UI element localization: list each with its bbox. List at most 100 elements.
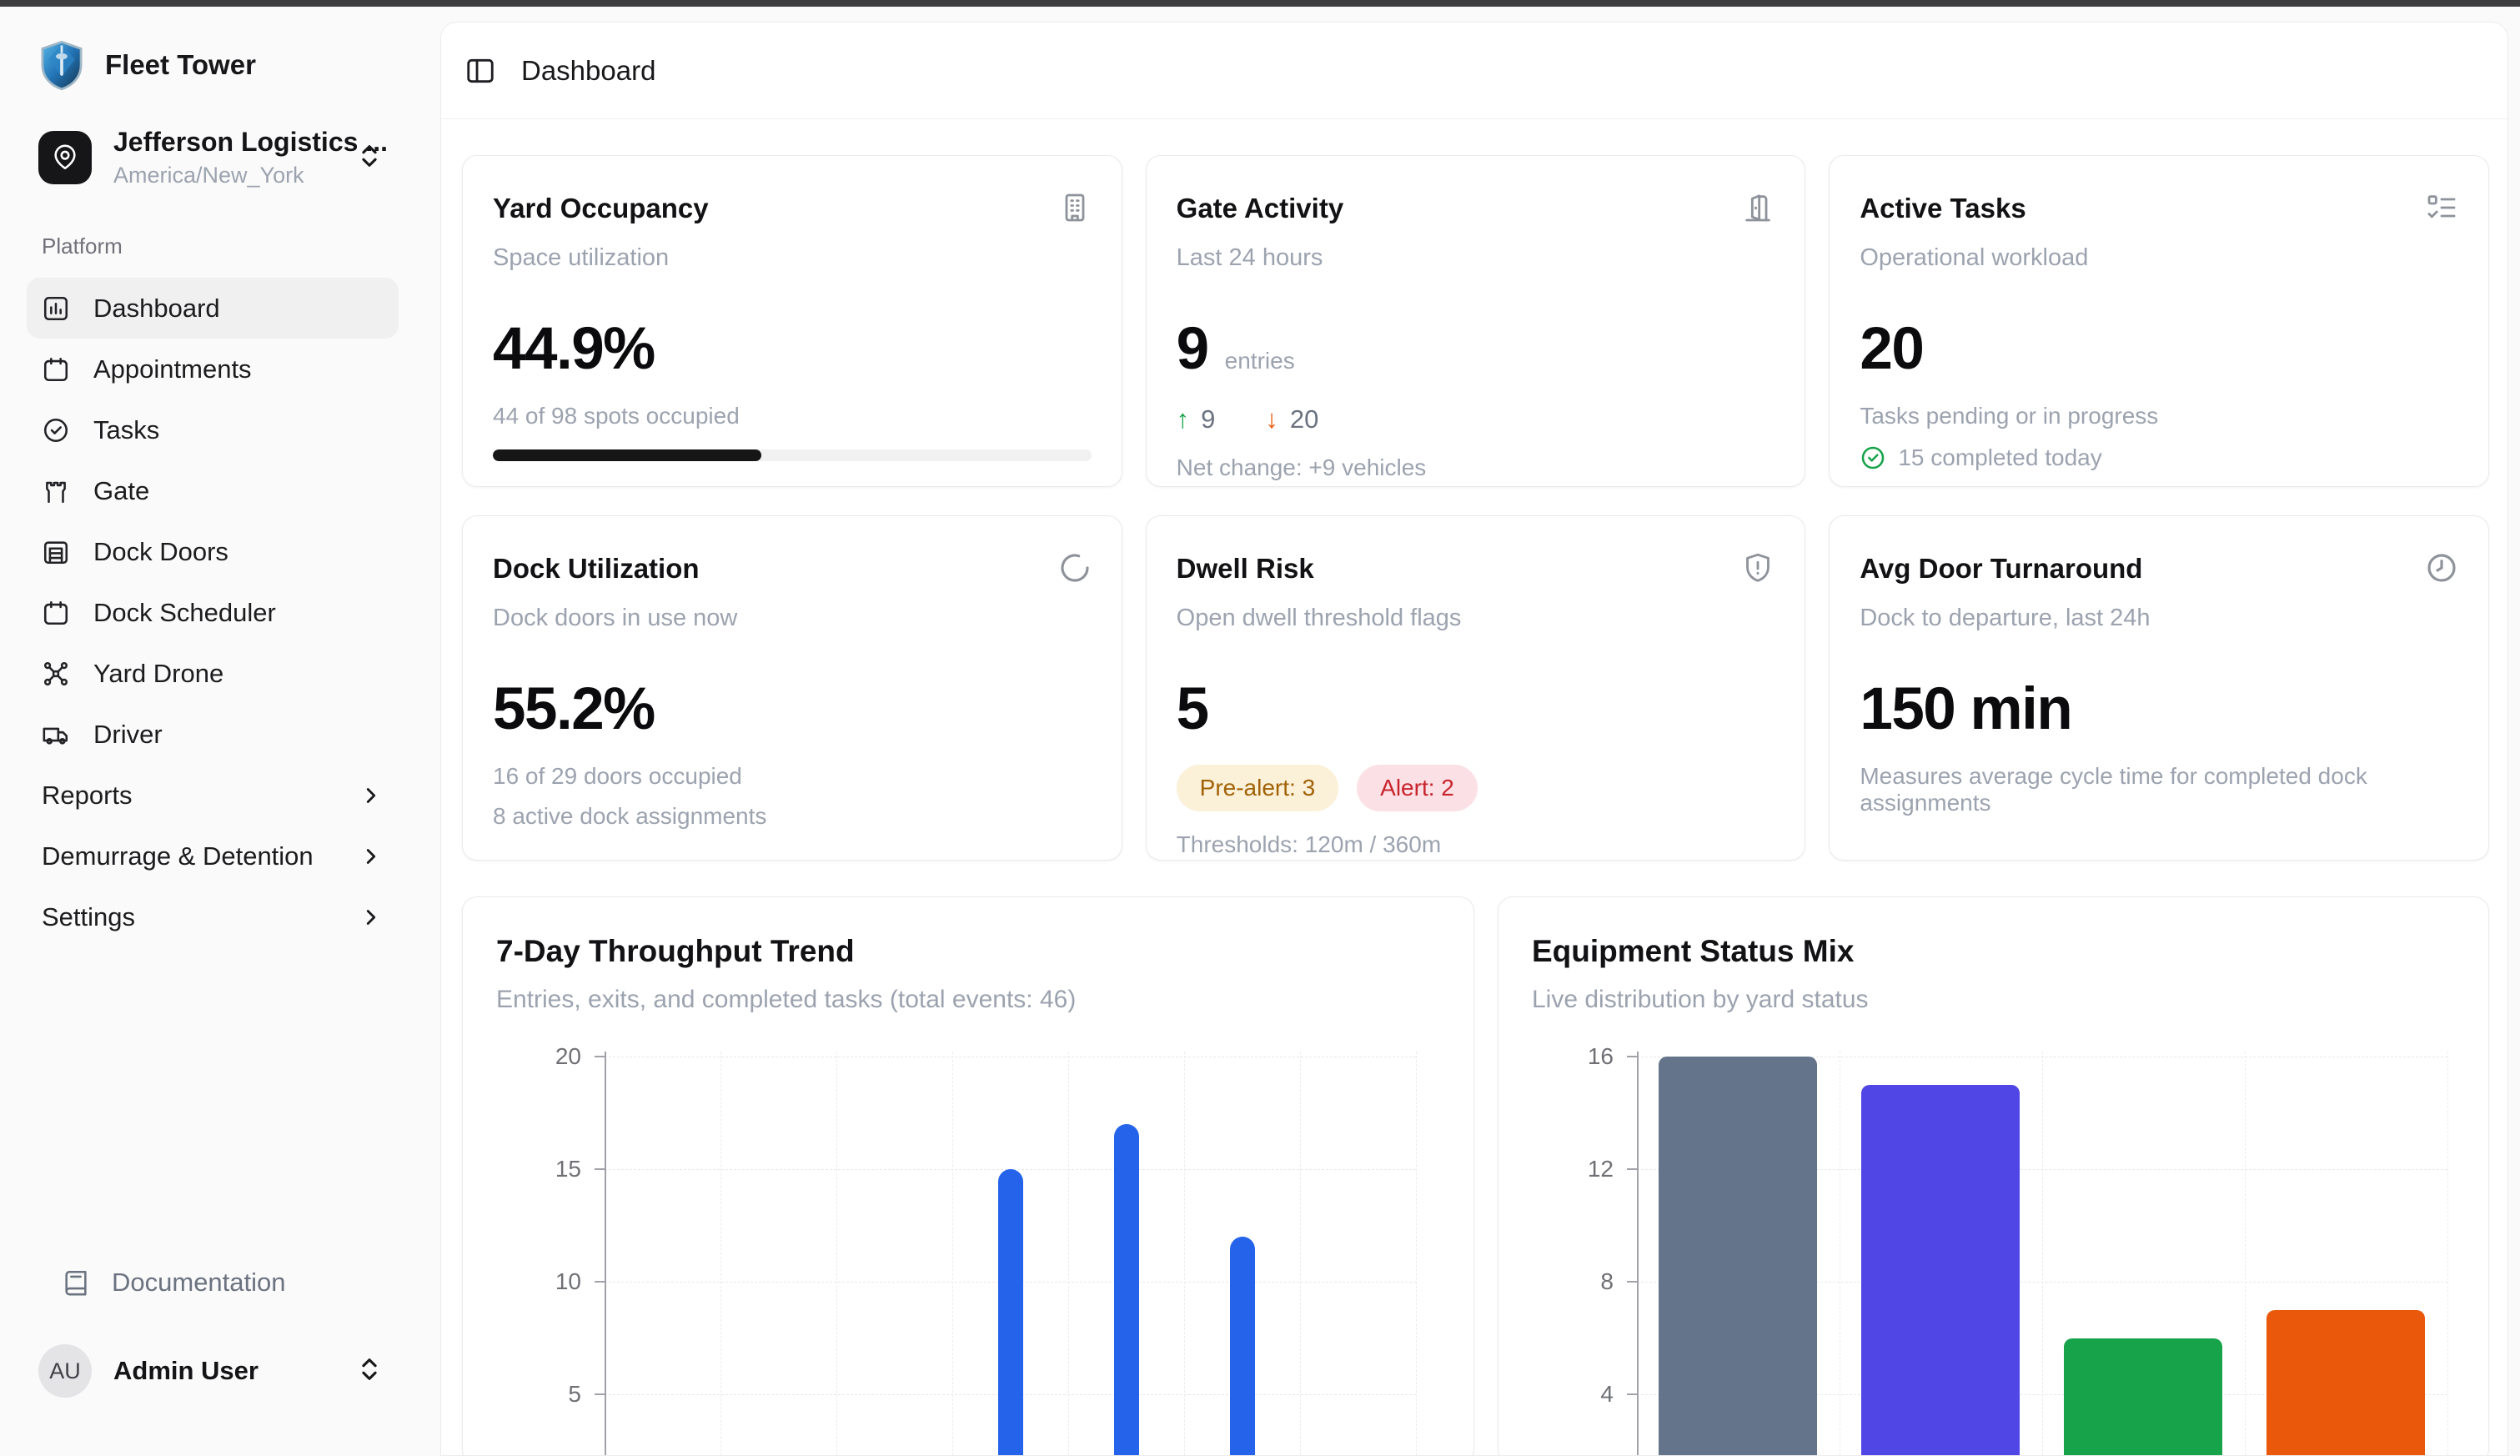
clock-icon: [2425, 551, 2458, 585]
list-checks-icon: [2425, 191, 2458, 224]
kpi-grid: Yard Occupancy Space utilization 44.9% 4…: [462, 155, 2489, 861]
door-open-icon: [1741, 191, 1775, 224]
org-switcher[interactable]: Jefferson Logistics ... America/New_York: [27, 127, 399, 188]
sidebar-item-label: Gate: [93, 476, 149, 506]
sidebar-item-appointments[interactable]: Appointments: [27, 339, 399, 399]
dock-utilization-support: 16 of 29 doors occupied: [493, 763, 1092, 790]
avg-turnaround-support: Measures average cycle time for complete…: [1860, 763, 2458, 816]
exits-down-count: 20: [1290, 404, 1318, 434]
dashboard-content: Yard Occupancy Space utilization 44.9% 4…: [441, 119, 2507, 1456]
sidebar-section-platform: Platform: [27, 233, 399, 259]
chevron-right-icon: [359, 905, 384, 930]
dwell-risk-badges: Pre-alert: 3 Alert: 2: [1177, 765, 1775, 811]
y-tick-mark: [595, 1168, 605, 1170]
documentation-label: Documentation: [112, 1268, 286, 1298]
org-text: Jefferson Logistics ... America/New_York: [113, 127, 388, 188]
drone-icon: [42, 660, 70, 688]
tasks-completed-label: 15 completed today: [1898, 444, 2101, 471]
y-tick-label: 5: [481, 1381, 581, 1408]
sidebar-item-documentation[interactable]: Documentation: [27, 1252, 399, 1313]
window-top-strip: [0, 0, 2520, 7]
sidebar-item-dashboard[interactable]: Dashboard: [27, 278, 399, 339]
sidebar-item-label: Dock Doors: [93, 537, 228, 567]
arrow-up-icon: ↑: [1177, 404, 1190, 434]
chevron-right-icon: [359, 844, 384, 869]
active-tasks-support: Tasks pending or in progress: [1860, 403, 2458, 429]
card-active-tasks: Active Tasks Operational workload 20 Tas…: [1829, 155, 2489, 487]
card-avg-door-turnaround: Avg Door Turnaround Dock to departure, l…: [1829, 515, 2489, 861]
sidebar-nav: Dashboard Appointments Tasks: [27, 278, 399, 947]
y-tick-label: 12: [1514, 1156, 1614, 1182]
chart-throughput-trend: 7-Day Throughput Trend Entries, exits, a…: [462, 896, 1474, 1456]
y-tick-mark: [1627, 1281, 1637, 1283]
x-gridline: [2245, 1052, 2246, 1456]
active-tasks-value: 20: [1860, 315, 2458, 383]
y-tick-label: 16: [1514, 1043, 1614, 1070]
user-name: Admin User: [113, 1356, 259, 1386]
sidebar-item-tasks[interactable]: Tasks: [27, 399, 399, 460]
page-header: Dashboard: [441, 23, 2507, 119]
sidebar-item-label: Dashboard: [93, 294, 220, 324]
sidebar: Fleet Tower Jefferson Logistics ... Amer…: [0, 7, 425, 1421]
x-gridline: [720, 1052, 721, 1456]
y-tick-mark: [1627, 1393, 1637, 1395]
bar: [1230, 1237, 1255, 1456]
x-gridline: [1416, 1052, 1417, 1456]
card-title: Gate Activity: [1177, 193, 1344, 224]
x-gridline: [1184, 1052, 1185, 1456]
gate-entries-count: 9: [1177, 315, 1208, 383]
sidebar-spacer: [27, 947, 399, 1252]
x-gridline: [836, 1052, 837, 1456]
card-title: Yard Occupancy: [493, 193, 709, 224]
card-dock-utilization: Dock Utilization Dock doors in use now 5…: [462, 515, 1122, 861]
sidebar-item-demurrage-detention[interactable]: Demurrage & Detention: [27, 826, 399, 886]
y-tick-label: 4: [1514, 1381, 1614, 1408]
chart-equipment-status: Equipment Status Mix Live distribution b…: [1498, 896, 2489, 1456]
user-menu[interactable]: AU Admin User: [27, 1344, 399, 1398]
brand-name: Fleet Tower: [105, 49, 256, 81]
x-gridline: [1300, 1052, 1301, 1456]
calendar-icon: [42, 355, 70, 384]
sidebar-item-label: Appointments: [93, 354, 252, 384]
gate-activity-value: 9 entries: [1177, 315, 1775, 383]
sidebar-item-gate[interactable]: Gate: [27, 460, 399, 521]
sidebar-toggle-button[interactable]: [464, 55, 496, 87]
card-subtitle: Operational workload: [1860, 244, 2458, 272]
sidebar-item-dock-scheduler[interactable]: Dock Scheduler: [27, 582, 399, 643]
gate-tower-icon: [42, 477, 70, 505]
dock-utilization-support-2: 8 active dock assignments: [493, 803, 1092, 830]
y-tick-mark: [595, 1281, 605, 1283]
bar: [1114, 1124, 1139, 1456]
dashboard-icon: [42, 294, 70, 323]
building-icon: [1058, 191, 1092, 224]
yard-occupancy-progress-fill: [493, 449, 761, 461]
circle-check-icon: [42, 416, 70, 444]
y-tick-mark: [1627, 1056, 1637, 1057]
card-title: Dwell Risk: [1177, 553, 1314, 585]
bar: [998, 1169, 1023, 1456]
sidebar-item-driver[interactable]: Driver: [27, 704, 399, 765]
bar: [2064, 1338, 2222, 1456]
brand: Fleet Tower: [27, 40, 399, 90]
chart-subtitle: Live distribution by yard status: [1532, 986, 2455, 1014]
sidebar-item-settings[interactable]: Settings: [27, 886, 399, 947]
truck-icon: [42, 720, 70, 749]
y-axis-line: [605, 1052, 606, 1456]
page-title: Dashboard: [521, 55, 655, 87]
sidebar-item-reports[interactable]: Reports: [27, 765, 399, 826]
sidebar-item-yard-drone[interactable]: Yard Drone: [27, 643, 399, 704]
x-gridline: [2447, 1052, 2448, 1456]
sidebar-item-label: Yard Drone: [93, 659, 223, 689]
book-icon: [62, 1268, 90, 1297]
y-tick-mark: [595, 1056, 605, 1057]
loader-icon: [1058, 551, 1092, 585]
sidebar-item-dock-doors[interactable]: Dock Doors: [27, 521, 399, 582]
bar: [1659, 1057, 1817, 1456]
y-tick-label: 20: [481, 1043, 581, 1070]
alert-badge: Alert: 2: [1357, 765, 1478, 811]
gate-net-change: Net change: +9 vehicles: [1177, 454, 1775, 481]
bar: [1861, 1085, 2020, 1456]
card-subtitle: Open dwell threshold flags: [1177, 605, 1775, 632]
